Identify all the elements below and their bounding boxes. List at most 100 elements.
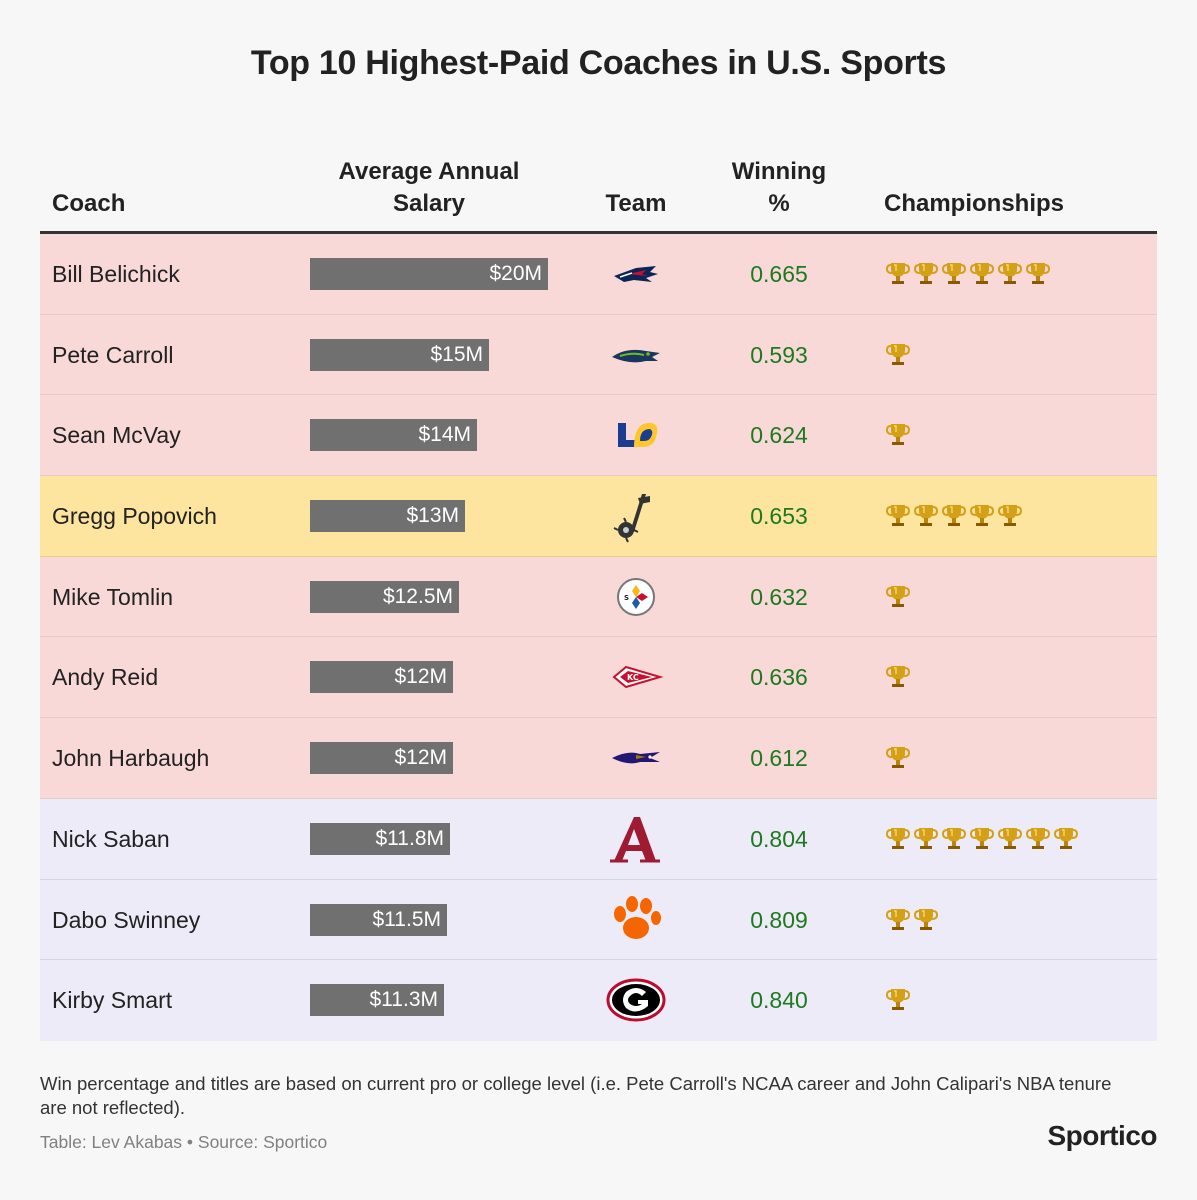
championships: [886, 826, 1082, 854]
championships: [886, 907, 942, 935]
trophy-icon: [942, 503, 969, 531]
coach-name: John Harbaugh: [52, 745, 210, 772]
trophy-icon: [970, 503, 997, 531]
header-team: Team: [605, 190, 667, 217]
seahawks-logo: [606, 327, 666, 383]
championships: [886, 584, 914, 612]
trophy-icon: [886, 987, 913, 1015]
salary-label: $20M: [489, 262, 542, 285]
championships: [886, 261, 1054, 289]
championships: [886, 745, 914, 773]
trophy-icon: [886, 503, 913, 531]
table-row: Bill Belichick $20M 0.665: [40, 234, 1157, 315]
salary-bar: $11.5M: [310, 903, 447, 936]
winning-percentage: 0.804: [750, 825, 808, 852]
header-salary: Average Annual Salary: [310, 156, 548, 220]
coach-name: Mike Tomlin: [52, 583, 173, 610]
coach-name: Gregg Popovich: [52, 503, 217, 530]
trophy-icon: [886, 745, 913, 773]
table-row: Mike Tomlin $12.5M S 0.632: [40, 556, 1157, 638]
trophy-icon: [914, 261, 941, 289]
winning-percentage: 0.665: [750, 261, 808, 287]
winning-percentage: 0.653: [750, 503, 808, 530]
trophy-icon: [914, 503, 941, 531]
header-coach: Coach: [52, 190, 126, 217]
trophy-icon: [886, 261, 913, 289]
header-salary-line2: Salary: [392, 190, 466, 217]
ravens-logo: [606, 730, 666, 786]
salary-bar: $12M: [310, 742, 453, 775]
header-win-line1: Winning: [731, 158, 827, 185]
chiefs-logo: KC: [606, 649, 666, 705]
georgia-logo: [606, 972, 666, 1028]
championships: [886, 342, 914, 370]
salary-label: $15M: [430, 342, 483, 366]
table-row: Nick Saban $11.8M 0.804: [40, 798, 1157, 880]
steelers-logo: S: [606, 569, 666, 625]
table-row: Andy Reid $12M KC 0.636: [40, 637, 1157, 719]
salary-label: $11.8M: [375, 826, 445, 850]
rams-logo: [606, 407, 666, 463]
trophy-icon: [886, 664, 913, 692]
trophy-icon: [886, 342, 913, 370]
svg-text:S: S: [624, 594, 629, 602]
table-row: John Harbaugh $12M 0.612: [40, 718, 1157, 799]
coach-name: Dabo Swinney: [52, 906, 201, 933]
trophy-icon: [886, 826, 913, 854]
coach-name: Andy Reid: [52, 664, 159, 691]
trophy-icon: [1026, 261, 1053, 289]
table-row: Pete Carroll $15M 0.593: [40, 314, 1157, 396]
salary-label: $11.3M: [369, 988, 439, 1012]
patriots-logo: [606, 246, 666, 302]
salary-bar: $11.8M: [310, 822, 450, 855]
trophy-icon: [998, 826, 1025, 854]
trophy-icon: [970, 826, 997, 854]
salary-label: $13M: [406, 504, 459, 528]
trophy-icon: [1026, 826, 1053, 854]
trophy-icon: [914, 826, 941, 854]
trophy-icon: [942, 261, 969, 289]
salary-label: $14M: [418, 423, 471, 447]
salary-bar: $12M: [310, 661, 453, 694]
svg-text:KC: KC: [627, 673, 639, 682]
winning-percentage: 0.636: [750, 664, 808, 691]
table-header: Coach Average Annual Salary Team Winning…: [40, 150, 1157, 234]
championships: [886, 422, 914, 450]
chart-title: Top 10 Highest-Paid Coaches in U.S. Spor…: [250, 44, 947, 82]
winning-percentage: 0.809: [750, 906, 808, 933]
trophy-icon: [998, 503, 1025, 531]
trophy-icon: [914, 907, 941, 935]
trophy-icon: [1054, 826, 1081, 854]
footnote: Win percentage and titles are based on c…: [40, 1073, 1112, 1118]
brand-logo: Sportico: [1047, 1120, 1157, 1151]
salary-bar: $11.3M: [310, 984, 444, 1017]
winning-percentage: 0.624: [750, 422, 808, 449]
salary-bar: $20M: [310, 258, 548, 290]
salary-bar: $12.5M: [310, 580, 459, 613]
winning-percentage: 0.612: [750, 745, 808, 772]
alabama-logo: [606, 811, 666, 867]
trophy-icon: [942, 826, 969, 854]
coach-name: Nick Saban: [52, 825, 170, 852]
coach-name: Bill Belichick: [52, 261, 180, 287]
coach-name: Sean McVay: [52, 422, 181, 449]
winning-percentage: 0.632: [750, 583, 808, 610]
salary-bar: $15M: [310, 338, 489, 371]
coach-name: Pete Carroll: [52, 341, 174, 368]
source-credit: Table: Lev Akabas • Source: Sportico: [40, 1132, 328, 1152]
salary-bar: $13M: [310, 500, 465, 533]
salary-label: $12.5M: [382, 584, 453, 608]
trophy-icon: [886, 584, 913, 612]
salary-bar: $14M: [310, 419, 477, 452]
trophy-icon: [998, 261, 1025, 289]
clemson-logo: [606, 892, 666, 948]
header-divider: [40, 231, 1157, 234]
championships: [886, 987, 914, 1015]
trophy-icon: [886, 422, 913, 450]
championships: [886, 664, 914, 692]
table-row: Kirby Smart $11.3M 0.840: [40, 960, 1157, 1041]
table-row: Sean McVay $14M 0.624: [40, 395, 1157, 477]
trophy-icon: [970, 261, 997, 289]
salary-label: $11.5M: [372, 907, 442, 931]
salary-label: $12M: [394, 746, 447, 770]
